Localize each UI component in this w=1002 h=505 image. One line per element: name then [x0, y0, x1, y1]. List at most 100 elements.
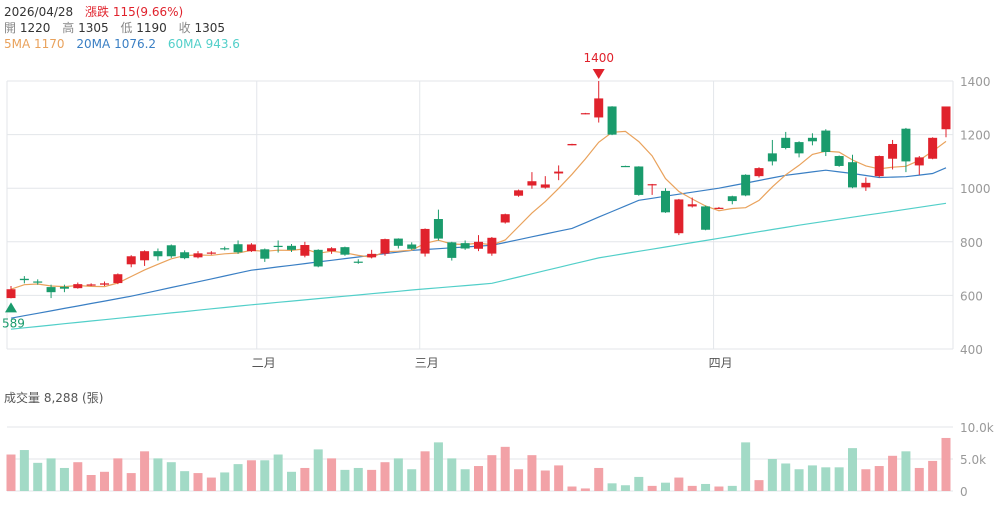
candle-body — [821, 130, 831, 153]
candle-body — [834, 156, 844, 166]
candle-body — [140, 251, 150, 261]
volume-bar — [6, 454, 16, 491]
candle-body — [367, 253, 377, 258]
volume-bar — [514, 469, 524, 491]
volume-bar — [126, 473, 136, 491]
candle-body — [941, 106, 951, 130]
volume-bar — [567, 486, 577, 491]
volume-value: 8,288 — [43, 391, 79, 405]
volume-bar — [594, 467, 604, 491]
volume-label: 成交量 — [4, 391, 41, 405]
header-line-1: 2026/04/28 漲跌 115(9.66%) — [4, 4, 183, 20]
candle-body — [767, 153, 777, 162]
volume-bar — [914, 467, 924, 491]
ma60-label: 60MA — [167, 37, 202, 51]
candle-body — [73, 284, 83, 289]
candle-body — [447, 242, 457, 258]
candle-body — [33, 281, 43, 283]
change-value: 115(9.66%) — [112, 5, 184, 19]
candle-body — [540, 184, 550, 188]
volume-bar — [313, 449, 323, 491]
volume-bar — [380, 462, 390, 491]
max-marker-label: 1400 — [583, 51, 614, 65]
volume-tick-label: 5.0k — [960, 453, 986, 467]
candle-body — [287, 245, 296, 250]
low-label: 低 — [120, 21, 133, 35]
volume-bar — [166, 462, 176, 491]
candle-body — [246, 244, 256, 252]
volume-bar — [340, 469, 350, 491]
volume-bar — [433, 442, 443, 491]
ma5-line — [10, 130, 947, 290]
volume-bar — [420, 451, 430, 491]
candle-body — [86, 284, 96, 286]
volume-bar — [874, 466, 884, 491]
candle-body — [206, 252, 216, 254]
volume-bar — [500, 446, 510, 491]
candle-body — [888, 143, 898, 159]
candle-body — [166, 245, 176, 257]
candle-body — [193, 253, 203, 258]
volume-bar — [73, 462, 83, 491]
volume-bar — [647, 485, 657, 491]
ma60-value: 943.6 — [205, 37, 240, 51]
candle-body — [754, 168, 764, 177]
candle-body — [433, 219, 443, 239]
volume-tick-label: 10.0k — [960, 421, 994, 435]
volume-bar — [714, 486, 724, 491]
volume-bar — [727, 485, 737, 491]
ma60-line — [10, 202, 947, 330]
candle-body — [380, 239, 390, 254]
volume-bar — [741, 442, 751, 491]
volume-title: 成交量 8,288 (張) — [4, 389, 103, 406]
volume-bar — [607, 483, 617, 491]
candle-body — [848, 162, 857, 188]
candle-body — [607, 106, 617, 135]
candle-body — [687, 204, 697, 207]
volume-bar — [113, 458, 123, 491]
candle-body — [233, 244, 243, 253]
volume-bar — [59, 467, 69, 491]
header-line-2: 開 1220 高 1305 低 1190 收 1305 — [4, 20, 225, 36]
candle-body — [100, 283, 109, 285]
candle-body — [327, 248, 337, 252]
volume-bar — [233, 464, 243, 491]
candle-body — [460, 243, 470, 249]
x-tick-label: 三月 — [415, 356, 439, 370]
open-label: 開 — [4, 21, 17, 35]
volume-bar — [260, 460, 270, 491]
candle-body — [260, 249, 270, 259]
price-tick-label: 400 — [960, 343, 983, 357]
candle-body — [474, 241, 483, 249]
price-tick-label: 800 — [960, 236, 983, 250]
volume-bar — [46, 458, 56, 491]
candle-body — [46, 287, 56, 293]
volume-bar — [861, 469, 871, 491]
candle-body — [647, 184, 657, 186]
ma5-label: 5MA — [4, 37, 31, 51]
candle-body — [781, 137, 791, 148]
candle-body — [59, 286, 69, 289]
volume-bar — [327, 458, 337, 491]
volume-bar — [206, 477, 216, 491]
candle-body — [594, 98, 604, 118]
volume-bar — [487, 455, 497, 491]
price-tick-label: 600 — [960, 289, 983, 303]
candle-body — [500, 214, 510, 223]
candle-body — [714, 207, 724, 209]
candle-body — [353, 261, 363, 263]
volume-bar — [353, 467, 363, 491]
candle-body — [874, 156, 884, 177]
candle-body — [701, 206, 711, 230]
candle-body — [634, 166, 644, 195]
volume-bar — [834, 467, 844, 491]
volume-bar — [848, 448, 857, 491]
volume-bar — [781, 463, 791, 491]
volume-bar — [100, 471, 109, 491]
volume-bar — [393, 458, 403, 491]
change-label: 漲跌 — [85, 5, 110, 19]
candle-body — [620, 165, 630, 168]
header-line-3: 5MA 1170 20MA 1076.2 60MA 943.6 — [4, 36, 240, 52]
ma20-label: 20MA — [76, 37, 111, 51]
